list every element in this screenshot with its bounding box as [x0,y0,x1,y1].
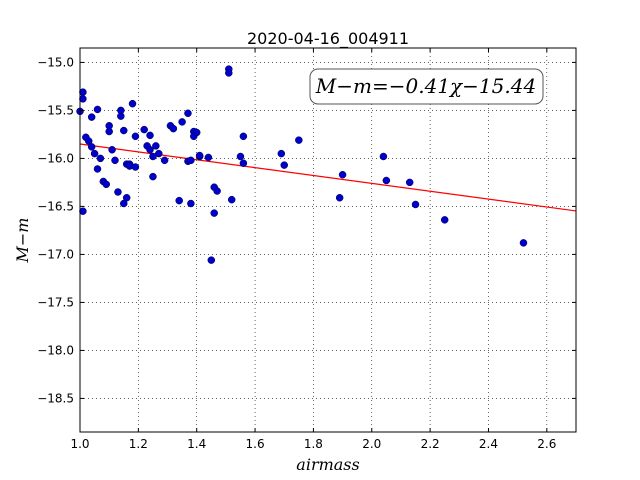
data-point [184,109,192,118]
data-point [114,188,122,196]
data-point [146,146,154,154]
plot-frame [79,47,577,433]
data-point [227,195,236,204]
y-tick-label: −16.5 [37,199,74,213]
data-point [108,146,116,154]
data-point [213,187,221,195]
data-point [128,99,137,108]
data-point [338,170,347,179]
data-point [131,163,140,171]
x-tick-label: 1.6 [246,437,265,451]
data-point [411,200,420,209]
data-point [204,153,213,162]
data-point [93,105,102,114]
data-point [93,165,102,173]
y-tick-label: −18.5 [37,391,74,405]
data-point [146,131,154,140]
chart-title: 2020-04-16_004911 [247,29,409,49]
data-point [195,151,204,160]
annotation-text: M−m=−0.41χ−15.44 [315,74,536,98]
data-point [207,256,216,264]
data-points [76,65,528,264]
data-point [277,149,286,158]
data-point [440,216,449,224]
y-axis-label: M−m [13,218,32,264]
y-tick-label: −15.5 [37,103,74,117]
data-point [122,194,131,202]
x-tick-label: 2.4 [479,437,498,451]
fit-annotation: M−m=−0.41χ−15.44 [309,68,544,105]
x-tick-label: 1.8 [304,437,323,451]
y-tick-label: −16.0 [37,151,74,165]
axis-ticks: 1.0 1.2 1.4 1.6 1.8 2.0 2.2 2.4 2.6 −15.0 −15.5 −16… [37,48,576,451]
x-tick-label: 1.2 [129,437,148,451]
fit-line [79,143,577,212]
x-tick-label: 1.4 [187,437,206,451]
data-point [178,118,186,126]
annotation-box [309,68,544,105]
x-axis-label: airmass [296,455,359,474]
data-point [295,136,303,144]
data-point [379,152,388,161]
data-point [382,176,391,185]
data-point [210,209,218,217]
data-point [519,239,528,247]
data-point [405,178,414,187]
data-point [280,161,288,169]
data-point [169,124,178,133]
plot-background [80,48,576,432]
y-tick-label: −18.0 [37,343,74,357]
data-point [175,196,183,205]
data-point [160,156,169,165]
data-point [140,125,148,134]
data-point [192,128,201,137]
data-point [79,207,87,215]
data-point [239,132,248,141]
y-tick-label: −17.0 [37,247,74,261]
data-point [187,156,195,165]
data-point [117,106,125,115]
data-point [96,154,105,163]
data-point [111,156,119,165]
data-point [90,149,99,158]
data-point [79,95,87,103]
data-point [239,159,248,167]
x-tick-label: 2.2 [421,437,440,451]
y-tick-label: −15.0 [37,55,74,69]
data-point [120,126,128,135]
data-point [149,172,157,181]
data-point [152,142,160,150]
grid-lines [79,48,576,432]
data-point [155,149,163,158]
data-point [187,199,195,208]
data-point [87,113,96,121]
x-tick-label: 1.0 [70,437,89,451]
y-tick-label: −17.5 [37,295,74,309]
data-point [225,69,233,77]
data-point [105,127,113,136]
x-tick-label: 2.0 [362,437,381,451]
data-point [87,143,96,151]
data-point [102,180,111,189]
data-point [335,194,344,202]
data-point [236,152,245,161]
data-point [131,132,140,141]
x-tick-label: 2.6 [537,437,556,451]
